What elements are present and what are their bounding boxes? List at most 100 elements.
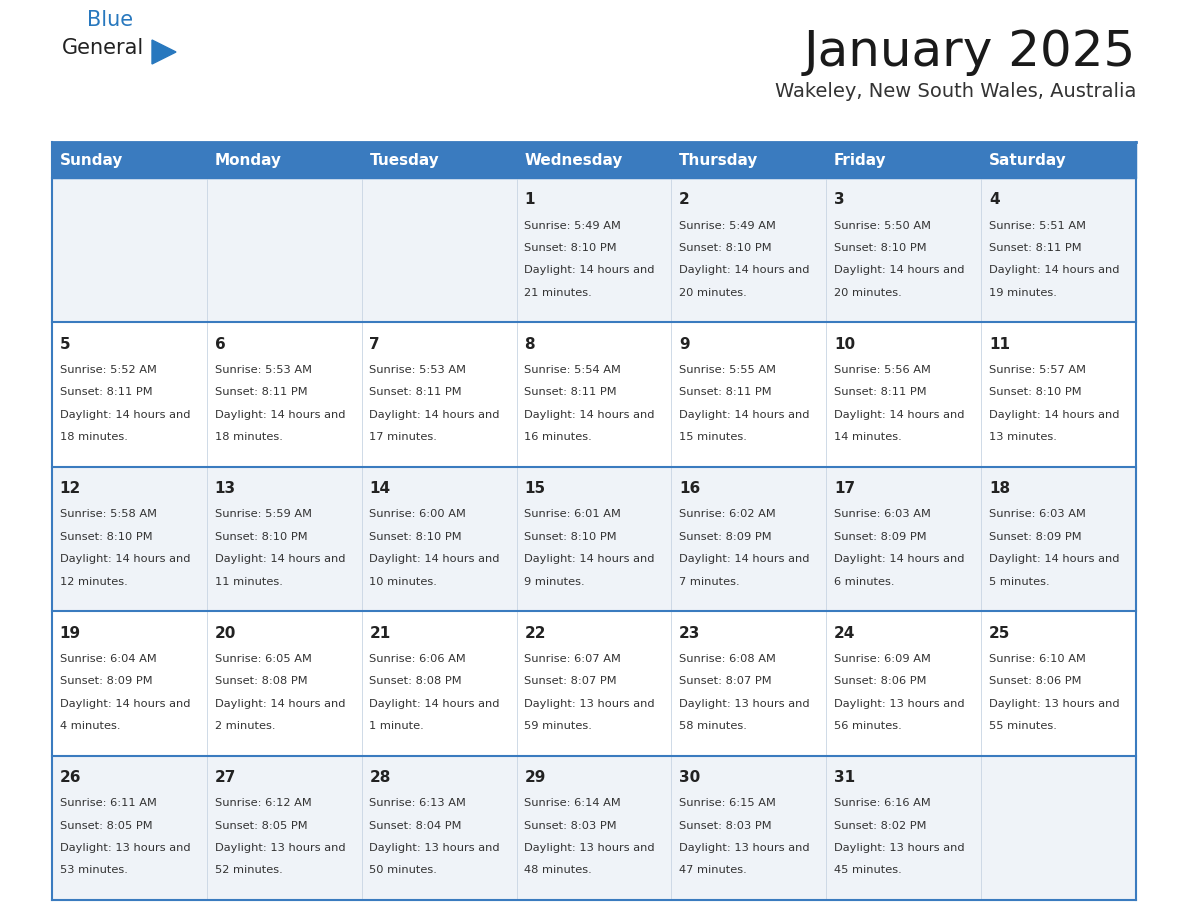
Text: Sunrise: 6:04 AM: Sunrise: 6:04 AM (59, 654, 157, 664)
Bar (52, 322, 1136, 466)
Text: Sunrise: 6:06 AM: Sunrise: 6:06 AM (369, 654, 466, 664)
Text: Daylight: 14 hours and: Daylight: 14 hours and (215, 554, 345, 565)
Text: Sunrise: 6:11 AM: Sunrise: 6:11 AM (59, 798, 157, 808)
Text: Daylight: 13 hours and: Daylight: 13 hours and (59, 843, 190, 853)
Text: Daylight: 14 hours and: Daylight: 14 hours and (215, 699, 345, 709)
Text: Daylight: 13 hours and: Daylight: 13 hours and (680, 843, 810, 853)
Text: Sunset: 8:06 PM: Sunset: 8:06 PM (834, 677, 927, 686)
Text: Sunset: 8:11 PM: Sunset: 8:11 PM (215, 387, 308, 397)
Text: Sunrise: 5:49 AM: Sunrise: 5:49 AM (680, 220, 776, 230)
Text: 2 minutes.: 2 minutes. (215, 721, 276, 731)
Text: 10: 10 (834, 337, 855, 352)
Text: 20 minutes.: 20 minutes. (680, 287, 747, 297)
Text: Sunrise: 5:53 AM: Sunrise: 5:53 AM (369, 365, 467, 375)
Text: 23: 23 (680, 626, 701, 641)
Text: 21: 21 (369, 626, 391, 641)
Text: Daylight: 13 hours and: Daylight: 13 hours and (988, 699, 1119, 709)
Text: Sunrise: 6:01 AM: Sunrise: 6:01 AM (524, 509, 621, 520)
Text: Sunrise: 6:13 AM: Sunrise: 6:13 AM (369, 798, 467, 808)
Text: 55 minutes.: 55 minutes. (988, 721, 1057, 731)
Text: Daylight: 13 hours and: Daylight: 13 hours and (834, 843, 965, 853)
Text: Sunset: 8:11 PM: Sunset: 8:11 PM (369, 387, 462, 397)
Text: Saturday: Saturday (988, 152, 1067, 167)
Text: Sunset: 8:11 PM: Sunset: 8:11 PM (988, 243, 1081, 253)
Text: 7: 7 (369, 337, 380, 352)
Text: Sunrise: 5:54 AM: Sunrise: 5:54 AM (524, 365, 621, 375)
Text: Sunrise: 6:12 AM: Sunrise: 6:12 AM (215, 798, 311, 808)
Text: 56 minutes.: 56 minutes. (834, 721, 902, 731)
Text: 12 minutes.: 12 minutes. (59, 577, 127, 587)
Text: 15 minutes.: 15 minutes. (680, 432, 747, 442)
Text: 21 minutes.: 21 minutes. (524, 287, 592, 297)
Text: 18 minutes.: 18 minutes. (215, 432, 283, 442)
Text: Sunset: 8:10 PM: Sunset: 8:10 PM (988, 387, 1081, 397)
Text: 59 minutes.: 59 minutes. (524, 721, 592, 731)
Text: Sunset: 8:10 PM: Sunset: 8:10 PM (524, 243, 617, 253)
Text: Daylight: 14 hours and: Daylight: 14 hours and (369, 409, 500, 420)
Bar (52, 756, 1136, 900)
Text: General: General (62, 38, 144, 58)
Text: Blue: Blue (87, 10, 133, 30)
Text: Sunset: 8:10 PM: Sunset: 8:10 PM (369, 532, 462, 542)
Text: 8: 8 (524, 337, 535, 352)
Text: 11 minutes.: 11 minutes. (215, 577, 283, 587)
Text: January 2025: January 2025 (804, 28, 1136, 76)
Text: 53 minutes.: 53 minutes. (59, 866, 127, 876)
Text: 11: 11 (988, 337, 1010, 352)
Text: Sunset: 8:04 PM: Sunset: 8:04 PM (369, 821, 462, 831)
Text: Daylight: 14 hours and: Daylight: 14 hours and (524, 409, 655, 420)
Text: 22: 22 (524, 626, 545, 641)
Text: Friday: Friday (834, 152, 886, 167)
Text: 18 minutes.: 18 minutes. (59, 432, 127, 442)
Text: Wednesday: Wednesday (524, 152, 623, 167)
Text: 27: 27 (215, 770, 236, 785)
Text: 19: 19 (59, 626, 81, 641)
Text: Sunset: 8:08 PM: Sunset: 8:08 PM (369, 677, 462, 686)
Text: Sunrise: 5:59 AM: Sunrise: 5:59 AM (215, 509, 311, 520)
Text: Daylight: 14 hours and: Daylight: 14 hours and (524, 554, 655, 565)
Text: Sunset: 8:10 PM: Sunset: 8:10 PM (680, 243, 772, 253)
Text: Sunrise: 6:09 AM: Sunrise: 6:09 AM (834, 654, 931, 664)
Text: Sunset: 8:09 PM: Sunset: 8:09 PM (59, 677, 152, 686)
Text: Sunset: 8:10 PM: Sunset: 8:10 PM (834, 243, 927, 253)
Text: Sunset: 8:10 PM: Sunset: 8:10 PM (215, 532, 308, 542)
Text: 13: 13 (215, 481, 235, 497)
Text: 29: 29 (524, 770, 545, 785)
Text: 20 minutes.: 20 minutes. (834, 287, 902, 297)
Text: Daylight: 14 hours and: Daylight: 14 hours and (369, 699, 500, 709)
Text: Daylight: 13 hours and: Daylight: 13 hours and (680, 699, 810, 709)
Text: 47 minutes.: 47 minutes. (680, 866, 747, 876)
Text: Sunday: Sunday (59, 152, 124, 167)
Text: 18: 18 (988, 481, 1010, 497)
Text: Daylight: 14 hours and: Daylight: 14 hours and (680, 409, 810, 420)
Bar (52, 178, 1136, 322)
Text: Daylight: 13 hours and: Daylight: 13 hours and (524, 699, 655, 709)
Text: Sunrise: 6:03 AM: Sunrise: 6:03 AM (988, 509, 1086, 520)
Text: Sunrise: 5:50 AM: Sunrise: 5:50 AM (834, 220, 931, 230)
Text: Sunrise: 6:00 AM: Sunrise: 6:00 AM (369, 509, 467, 520)
Bar (52, 611, 1136, 756)
Text: 19 minutes.: 19 minutes. (988, 287, 1057, 297)
Text: 12: 12 (59, 481, 81, 497)
Text: Sunrise: 6:07 AM: Sunrise: 6:07 AM (524, 654, 621, 664)
Text: Daylight: 14 hours and: Daylight: 14 hours and (59, 554, 190, 565)
Text: 10 minutes.: 10 minutes. (369, 577, 437, 587)
Text: Sunrise: 5:52 AM: Sunrise: 5:52 AM (59, 365, 157, 375)
Text: Sunrise: 5:53 AM: Sunrise: 5:53 AM (215, 365, 311, 375)
Text: Sunset: 8:09 PM: Sunset: 8:09 PM (834, 532, 927, 542)
Text: Sunset: 8:10 PM: Sunset: 8:10 PM (524, 532, 617, 542)
Text: 16 minutes.: 16 minutes. (524, 432, 592, 442)
Text: Sunrise: 5:57 AM: Sunrise: 5:57 AM (988, 365, 1086, 375)
Text: 6: 6 (215, 337, 226, 352)
Text: Sunrise: 6:03 AM: Sunrise: 6:03 AM (834, 509, 931, 520)
Text: Sunset: 8:10 PM: Sunset: 8:10 PM (59, 532, 152, 542)
Text: Sunrise: 5:58 AM: Sunrise: 5:58 AM (59, 509, 157, 520)
Text: Daylight: 14 hours and: Daylight: 14 hours and (834, 554, 965, 565)
Polygon shape (152, 40, 176, 64)
Text: Sunset: 8:06 PM: Sunset: 8:06 PM (988, 677, 1081, 686)
Text: 28: 28 (369, 770, 391, 785)
Text: 17 minutes.: 17 minutes. (369, 432, 437, 442)
Text: Daylight: 14 hours and: Daylight: 14 hours and (59, 699, 190, 709)
Text: Monday: Monday (215, 152, 282, 167)
Text: 2: 2 (680, 193, 690, 207)
